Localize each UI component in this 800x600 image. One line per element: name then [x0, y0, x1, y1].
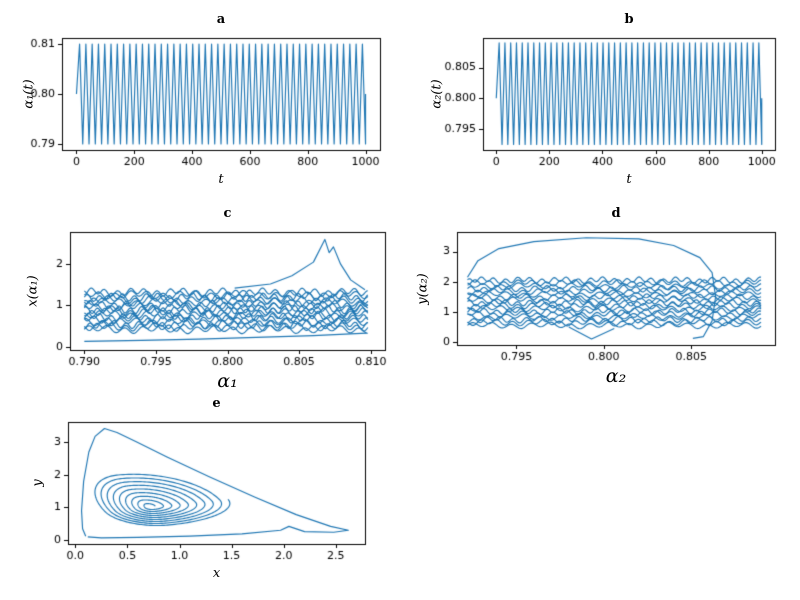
panel-d-title: d	[611, 206, 621, 221]
panel-d-ylabel: y(α₂)	[415, 272, 431, 305]
panel-d-xlabel: α₂	[605, 365, 627, 387]
panel-e-xlabel: x	[212, 566, 221, 581]
panel-b-ylabel: α₂(t)	[429, 79, 445, 109]
panel-c-title: c	[223, 206, 232, 221]
panel-a-title: a	[216, 12, 226, 27]
panel-b-xlabel: t	[626, 172, 632, 187]
panel-e-ylabel: y	[30, 479, 46, 487]
panel-b-title: b	[624, 12, 634, 27]
panel-a-ylabel: α₁(t)	[21, 79, 37, 109]
panel-c-xlabel: α₁	[217, 370, 238, 392]
panel-a-xlabel: t	[218, 172, 224, 187]
panel-c-ylabel: x(α₁)	[25, 275, 41, 307]
panel-e-title: e	[212, 396, 221, 411]
